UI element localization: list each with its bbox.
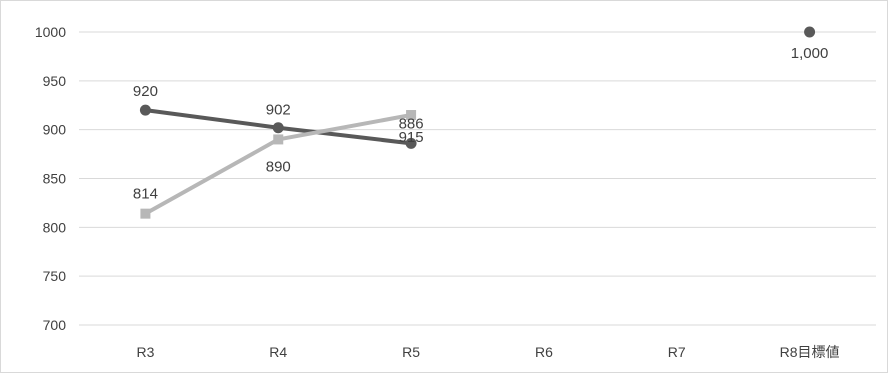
x-tick-label: R5 [402,344,420,360]
series-1-point [405,137,417,149]
series-2-data-label: 814 [133,186,158,203]
series-2-data-label: 915 [399,129,424,146]
y-tick-label: 900 [43,122,67,138]
x-tick-label: R3 [136,344,154,360]
x-tick-label: R4 [269,344,287,360]
y-tick-label: 700 [43,317,67,333]
series-1-point [272,122,284,134]
y-tick-label: 1000 [35,24,66,40]
series-1-point [804,26,816,38]
x-tick-label: R8目標値 [780,344,840,360]
series-1-data-label: 1,000 [791,45,829,62]
x-tick-label: R6 [535,344,553,360]
y-tick-label: 950 [43,73,67,89]
series-2-point [273,134,284,145]
series-1-data-label: 886 [399,115,424,132]
y-tick-label: 850 [43,171,67,187]
series-2-point [140,208,151,219]
series-2-point [406,110,417,121]
series-1-data-label: 920 [133,83,158,100]
y-tick-label: 800 [43,219,67,235]
series-2-data-label: 890 [266,158,291,175]
series-1-point [139,104,151,116]
x-tick-label: R7 [668,344,686,360]
y-tick-label: 750 [43,268,67,284]
series-1-data-label: 902 [266,102,291,119]
